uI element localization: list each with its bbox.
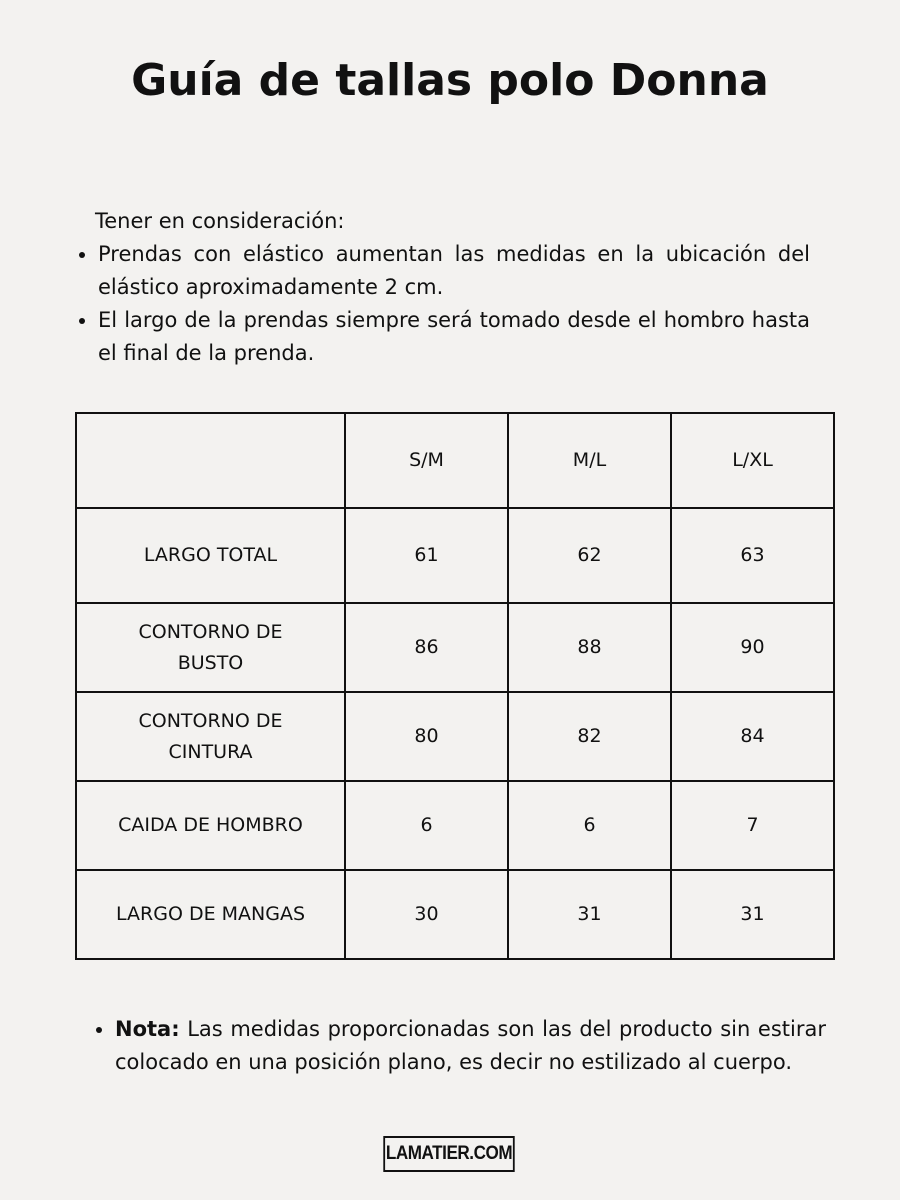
- bullet-item: El largo de la prendas siempre será toma…: [98, 304, 810, 370]
- note-label: Nota:: [115, 1017, 180, 1041]
- row-label: LARGO TOTAL: [75, 507, 346, 604]
- cell: 63: [670, 507, 835, 604]
- cell: 61: [344, 507, 509, 604]
- cell: 6: [344, 780, 509, 871]
- size-table: S/M M/L L/XL LARGO TOTAL 61 62 63 CONTOR…: [75, 412, 835, 960]
- note-item: Nota: Las medidas proporcionadas son las…: [115, 1013, 826, 1079]
- cell: 31: [670, 869, 835, 960]
- header-cell: [75, 412, 346, 509]
- row-label: LARGO DE MANGAS: [75, 869, 346, 960]
- considerations-heading: Tener en consideración:: [95, 209, 345, 233]
- considerations: Tener en consideración: Prendas con elás…: [78, 205, 810, 370]
- note-text: Las medidas proporcionadas son las del p…: [115, 1017, 826, 1074]
- page-title: Guía de tallas polo Donna: [131, 55, 769, 106]
- note: Nota: Las medidas proporcionadas son las…: [95, 1013, 826, 1079]
- cell: 84: [670, 691, 835, 782]
- row-label: CAIDA DE HOMBRO: [75, 780, 346, 871]
- table-row: CONTORNO DE CINTURA 80 82 84: [75, 691, 835, 782]
- table-row: CAIDA DE HOMBRO 6 6 7: [75, 780, 835, 871]
- cell: 62: [507, 507, 672, 604]
- cell: 90: [670, 602, 835, 693]
- cell: 30: [344, 869, 509, 960]
- cell: 82: [507, 691, 672, 782]
- header-cell: S/M: [344, 412, 509, 509]
- table-row: CONTORNO DE BUSTO 86 88 90: [75, 602, 835, 693]
- table-row: LARGO DE MANGAS 30 31 31: [75, 869, 835, 960]
- cell: 86: [344, 602, 509, 693]
- cell: 6: [507, 780, 672, 871]
- cell: 80: [344, 691, 509, 782]
- brand-logo: LAMATIER.COM: [383, 1136, 515, 1172]
- cell: 88: [507, 602, 672, 693]
- table-header-row: S/M M/L L/XL: [75, 412, 835, 509]
- bullet-item: Prendas con elástico aumentan las medida…: [98, 238, 810, 304]
- cell: 7: [670, 780, 835, 871]
- header-cell: M/L: [507, 412, 672, 509]
- cell: 31: [507, 869, 672, 960]
- table-row: LARGO TOTAL 61 62 63: [75, 507, 835, 604]
- row-label: CONTORNO DE CINTURA: [75, 691, 346, 782]
- row-label: CONTORNO DE BUSTO: [75, 602, 346, 693]
- header-cell: L/XL: [670, 412, 835, 509]
